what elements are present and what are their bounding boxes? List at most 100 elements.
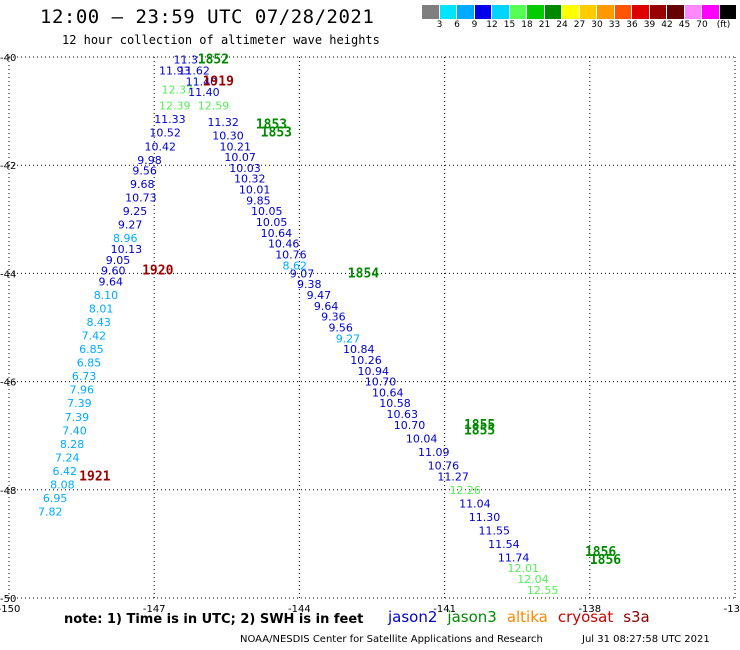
wave-height-value: 10.84 [343, 343, 375, 356]
wave-height-value: 10.21 [220, 140, 252, 153]
wave-height-value: 9.64 [314, 300, 339, 313]
color-scale-label: 70 [696, 20, 708, 30]
y-tick-label: -50 [0, 594, 16, 605]
wave-height-value: 9.47 [307, 289, 332, 302]
color-scale-label: (ft) [716, 20, 731, 30]
color-swatch [719, 5, 737, 19]
color-scale: 3 6 9 12 15 18 21 24 27 30 33 36 39 42 45 70 (ft) [422, 5, 737, 33]
wave-height-value: 8.28 [60, 438, 85, 451]
wave-height-value: 11.09 [418, 446, 450, 459]
wave-height-value: 9.27 [118, 219, 142, 232]
pass-time-label: 1854 [348, 266, 379, 281]
wave-height-value: 10.26 [350, 354, 382, 367]
y-tick-label: -42 [0, 161, 16, 172]
wave-height-value: 10.70 [365, 376, 397, 389]
y-tick-label: -40 [0, 53, 16, 64]
color-swatch [422, 5, 440, 19]
color-swatch [667, 5, 685, 19]
wave-height-value: 9.36 [321, 311, 346, 324]
wave-height-value: 6.42 [53, 465, 77, 478]
color-scale-labels: 3 6 9 12 15 18 21 24 27 30 33 36 39 42 45 70 (ft) [422, 19, 737, 33]
wave-height-value: 10.05 [251, 205, 283, 218]
x-tick-label: -138 [578, 604, 601, 615]
pass-time-label: 1855 [464, 418, 495, 433]
color-swatch [457, 5, 475, 19]
wave-height-value: 6.85 [79, 343, 104, 356]
legend-s3a: s3a [623, 608, 650, 626]
color-scale-label: 27 [573, 20, 586, 30]
wave-height-value: 11.04 [459, 497, 491, 510]
wave-height-value: 9.56 [328, 322, 353, 335]
x-tick-label: -141 [433, 604, 456, 615]
wave-height-value: 12.01 [508, 562, 540, 575]
wave-height-value: 11.3 [174, 54, 199, 67]
wave-height-value: 8.10 [94, 289, 119, 302]
color-swatch [562, 5, 580, 19]
data-points: 11.9312.3712.3911.3310.5210.429.989.569.… [38, 54, 558, 597]
legend-cryosat: cryosat [557, 608, 614, 626]
wave-height-value: 10.58 [379, 397, 411, 410]
wave-height-value: 8.96 [113, 232, 138, 245]
color-swatch [492, 5, 510, 19]
wave-height-value: 12.26 [449, 484, 481, 497]
color-swatch [474, 5, 492, 19]
color-scale-label: 39 [643, 20, 656, 30]
color-swatch [702, 5, 720, 19]
pass-time-label: 1921 [79, 469, 110, 484]
pass-time-label: 1852 [198, 53, 229, 68]
wave-height-value: 9.05 [106, 254, 131, 267]
color-swatch [544, 5, 562, 19]
wave-height-value: 7.24 [55, 451, 79, 464]
color-scale-label: 3 [436, 20, 443, 30]
pass-time-label: 1853 [261, 126, 292, 141]
color-scale-label: 24 [556, 20, 568, 30]
wave-height-value: 8.62 [282, 259, 307, 272]
y-tick-label: -46 [0, 378, 16, 389]
color-scale-label: 36 [626, 20, 638, 30]
axis-labels: -150 -147 -144 -141 -138 -135 -40 -42 -44 -46 -48 -… [0, 53, 740, 615]
wave-height-value: 10.03 [229, 162, 261, 175]
color-scale-label: 18 [521, 20, 533, 30]
wave-height-value: 10.76 [275, 248, 307, 261]
pass-time-label: 1919 [203, 74, 234, 89]
wave-height-value: 11.32 [207, 116, 239, 129]
wave-height-value: 6.73 [72, 370, 97, 383]
wave-height-value: 10.30 [212, 129, 244, 142]
wave-height-value: 12.04 [517, 573, 549, 586]
wave-height-value: 9.64 [99, 276, 124, 289]
wave-height-value: 12.37 [161, 83, 193, 96]
x-tick-label: -144 [288, 604, 311, 615]
wave-height-value: 10.01 [239, 184, 271, 197]
wave-height-value: 11.40 [186, 75, 218, 88]
wave-height-value: 11.33 [154, 113, 186, 126]
wave-height-value: 11.27 [437, 470, 469, 483]
wave-height-value: 10.52 [149, 127, 181, 140]
color-scale-label: 33 [608, 20, 621, 30]
color-swatch [439, 5, 457, 19]
color-swatch [597, 5, 615, 19]
wave-height-value: 12.59 [198, 100, 230, 113]
wave-height-value: 10.04 [406, 432, 438, 445]
color-swatch [649, 5, 667, 19]
wave-height-value: 6.85 [77, 357, 102, 370]
wave-height-value: 11.30 [469, 511, 501, 524]
wave-height-value: 10.63 [387, 408, 419, 421]
color-swatch [509, 5, 527, 19]
wave-height-value: 8.08 [50, 478, 75, 491]
wave-height-value: 11.54 [488, 538, 520, 551]
color-scale-label: 12 [486, 20, 498, 30]
wave-height-value: 11.93 [159, 65, 191, 78]
x-tick-label: -147 [143, 604, 166, 615]
color-swatch [632, 5, 650, 19]
wave-height-value: 9.25 [123, 205, 147, 218]
x-tick-label: -135 [724, 604, 740, 615]
wave-height-value: 6.95 [43, 492, 68, 505]
map-grid [8, 56, 736, 599]
wave-height-value: 7.39 [65, 411, 90, 424]
color-scale-label: 9 [471, 20, 478, 30]
legend-jason2: jason2 [388, 608, 438, 626]
footer-credit: NOAA/NESDIS Center for Satellite Applica… [240, 634, 543, 645]
pass-time-label: 1856 [590, 553, 621, 568]
wave-height-value: 10.76 [428, 459, 460, 472]
